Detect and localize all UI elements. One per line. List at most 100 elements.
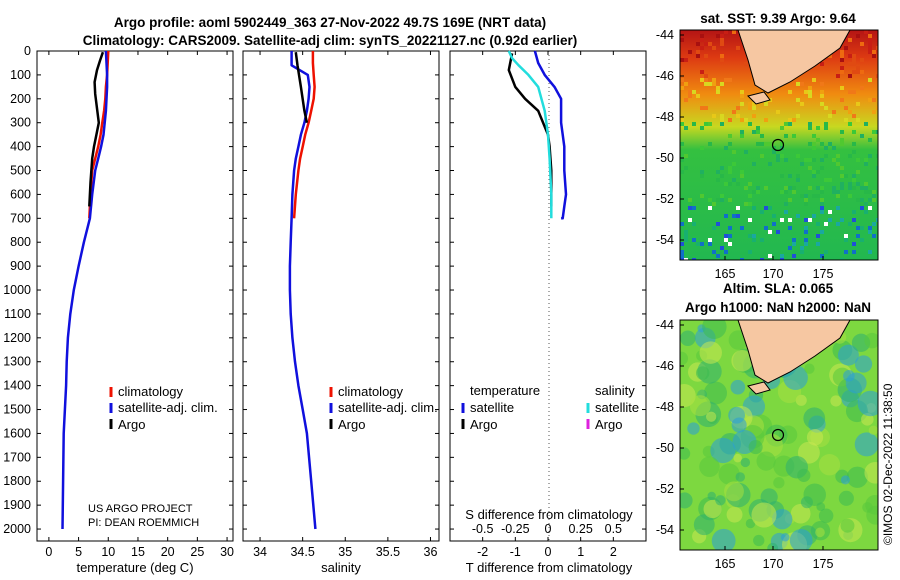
sla-pixel xyxy=(815,527,825,538)
sla-pixel xyxy=(843,369,855,382)
sst-pixel xyxy=(780,258,784,260)
sla-pixel xyxy=(838,490,854,506)
sst-pixel xyxy=(720,118,724,122)
sst-pixel xyxy=(724,30,728,34)
sst-pixel xyxy=(868,34,872,38)
lat-tick-label: -46 xyxy=(656,359,674,373)
depth-axis: 0 100 200 300 400 500 600 700 800 900 1000 1100 1200… xyxy=(3,44,646,536)
sst-pixel xyxy=(720,82,724,86)
sst-pixel xyxy=(824,106,828,110)
sst-pixel xyxy=(716,178,720,182)
sst-pixel xyxy=(732,214,736,218)
sst-pixel xyxy=(856,102,860,106)
sst-pixel xyxy=(708,206,712,210)
sst-pixel xyxy=(860,186,864,190)
sla-pixel xyxy=(771,508,793,530)
sst-pixel xyxy=(760,210,764,214)
sst-pixel xyxy=(792,254,796,258)
sst-pixel xyxy=(688,198,692,202)
sst-pixel xyxy=(836,194,840,198)
sst-pixel xyxy=(852,130,856,134)
sla-pixel xyxy=(707,491,716,501)
sst-pixel xyxy=(712,250,716,254)
series-line-s-satellite xyxy=(507,50,553,219)
difference-legend: temperature salinity satellite Argo sate… xyxy=(461,383,639,432)
sst-pixel xyxy=(700,146,704,150)
sla-pixel xyxy=(718,463,740,485)
depth-tick-label: 1500 xyxy=(3,403,31,417)
x-tick-label: -2 xyxy=(477,545,488,559)
credit-project: US ARGO PROJECT xyxy=(88,503,193,515)
sst-pixel xyxy=(792,190,796,194)
sst-pixel xyxy=(804,218,808,222)
sst-pixel xyxy=(820,210,824,214)
x-tick-label: 20 xyxy=(161,545,175,559)
sla-pixel xyxy=(699,341,722,364)
sst-pixel xyxy=(684,238,688,242)
sst-pixel xyxy=(684,230,688,234)
sst-pixel xyxy=(728,118,732,122)
x-tick-label: 0 xyxy=(45,545,52,559)
sst-pixel xyxy=(732,162,736,166)
sla-pixel xyxy=(687,422,700,435)
sst-pixel xyxy=(708,142,712,146)
sst-pixel xyxy=(724,250,728,254)
sst-pixel xyxy=(812,134,816,138)
sst-pixel xyxy=(804,230,808,234)
sst-pixel xyxy=(760,258,764,260)
sst-pixel xyxy=(736,46,740,50)
sst-pixel xyxy=(876,106,878,110)
sst-pixel xyxy=(804,198,808,202)
x-tick-label: 34.5 xyxy=(290,545,314,559)
sst-pixel xyxy=(684,166,688,170)
sst-pixel xyxy=(712,78,716,82)
sla-pixel xyxy=(680,492,693,509)
sst-pixel xyxy=(812,170,816,174)
sla-map-frame xyxy=(679,319,879,551)
sla-pixel xyxy=(806,429,824,446)
legend-label-climatology: climatology xyxy=(338,384,404,399)
x-tick-label: 1 xyxy=(577,545,584,559)
legend-header-temperature: temperature xyxy=(470,383,540,398)
sst-pixel xyxy=(684,126,688,130)
s-tick-label: 0.5 xyxy=(605,522,622,536)
land-mass xyxy=(737,320,851,384)
salinity-xlabel: salinity xyxy=(321,560,361,575)
sst-pixel xyxy=(844,118,848,122)
x-tick-label: 25 xyxy=(190,545,204,559)
sst-pixel xyxy=(720,194,724,198)
sst-pixel xyxy=(824,154,828,158)
sla-pixel xyxy=(840,475,850,485)
sst-pixel xyxy=(828,142,832,146)
sla-pixel xyxy=(724,481,744,502)
sla-pixel xyxy=(756,451,776,471)
sst-pixel xyxy=(848,62,852,66)
sst-pixel xyxy=(868,206,872,210)
x-axes-ticks: 0 5 10 15 20 25 30 34 34.5 35 35.5 36 -2 -1 0 1 2 xyxy=(45,51,617,559)
sst-pixel xyxy=(864,182,868,186)
sst-pixel xyxy=(836,222,840,226)
lon-tick-label: 170 xyxy=(763,267,784,281)
sst-pixels xyxy=(680,30,878,260)
salinity-legend: climatology satellite-adj. clim. Argo xyxy=(329,384,438,432)
sst-pixel xyxy=(708,238,712,242)
figure-title-line1: Argo profile: aoml 5902449_363 27-Nov-20… xyxy=(114,15,546,30)
sst-pixel xyxy=(684,98,688,102)
sst-pixel xyxy=(856,118,860,122)
depth-tick-label: 1900 xyxy=(3,498,31,512)
sla-pixel xyxy=(735,472,746,482)
x-tick-label: 35 xyxy=(338,545,352,559)
sst-pixel xyxy=(796,82,800,86)
sst-pixel xyxy=(800,162,804,166)
sst-map-frame xyxy=(679,29,879,261)
sst-pixel xyxy=(808,218,812,222)
sst-pixel xyxy=(856,158,860,162)
sst-pixel xyxy=(700,174,704,178)
sst-pixel xyxy=(692,222,696,226)
sst-pixel xyxy=(868,98,872,102)
sla-pixel xyxy=(803,483,826,506)
sst-pixel xyxy=(840,174,844,178)
sst-pixel xyxy=(788,122,792,126)
sst-pixel xyxy=(720,114,724,118)
sst-pixel xyxy=(836,162,840,166)
